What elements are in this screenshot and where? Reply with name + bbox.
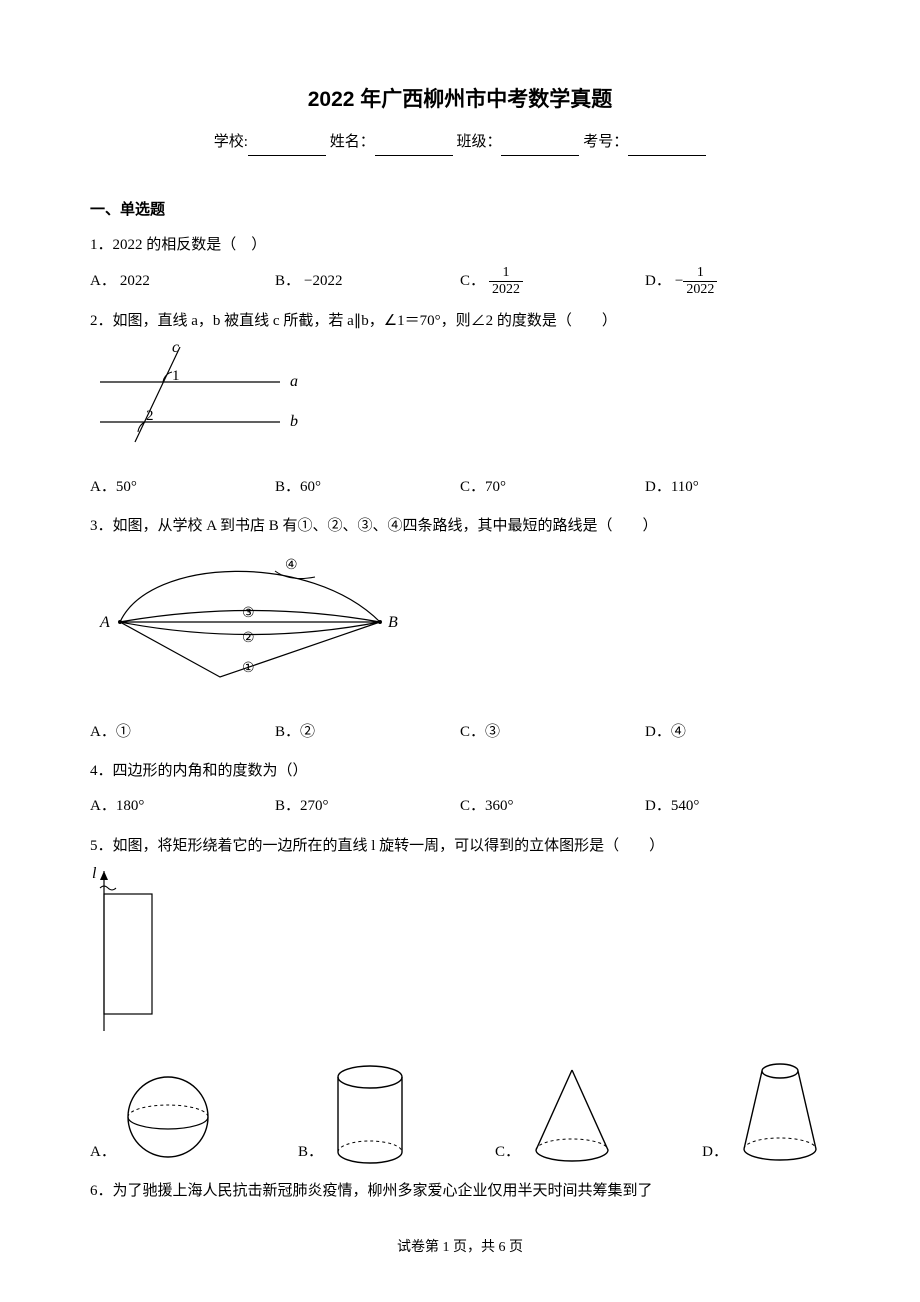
school-blank [248,140,326,156]
q1-optA-label: A． [90,267,116,296]
q1-optA-val: 2022 [120,267,150,296]
q4-stem: 4．四边形的内角和的度数为（） [90,757,830,786]
q6-stem: 6．为了驰援上海人民抗击新冠肺炎疫情，柳州多家爱心企业仅用半天时间共筹集到了 [90,1177,830,1206]
q1-stem-text: 1．2022 的相反数是 [90,237,221,253]
q3-path2: ② [242,631,255,646]
q1-optC: C． 12022 [460,265,645,297]
q2-optB: B．60° [275,472,460,502]
q3-options: A．① B．② C．③ D．④ [90,717,830,747]
q2-optC: C．70° [460,472,645,502]
q5-optB: B． [298,1062,415,1167]
q1-optD-neg: −12022 [675,265,717,297]
q2-figure: a b c 1 2 [90,342,830,463]
q1-stem: 1．2022 的相反数是（ ） [90,231,830,260]
q1-options: A．2022 B．−2022 C． 12022 D． −12022 [90,265,830,297]
q2-stem: 2．如图，直线 a，b 被直线 c 所截，若 a∥b，∠1＝70°，则∠2 的度… [90,307,830,336]
class-label: 班级： [456,134,501,150]
q1-optC-num: 1 [489,265,523,281]
q2-optD: D．110° [645,472,830,502]
examno-label: 考号： [583,134,628,150]
q1-optC-den: 2022 [489,282,523,297]
question-4: 4．四边形的内角和的度数为（） A．180° B．270° C．360° D．5… [90,757,830,822]
q4-optD: D．540° [645,792,830,822]
q3-label-A: A [99,614,110,631]
q4-options: A．180° B．270° C．360° D．540° [90,792,830,822]
question-5: 5．如图，将矩形绕着它的一边所在的直线 l 旋转一周，可以得到的立体图形是（ ）… [90,832,830,1167]
q5-optD-label: D． [702,1138,728,1167]
q5-optC: C． [495,1062,622,1167]
q1-optB-label: B． [275,267,300,296]
q3-figure: A B ③ ② ④ ① [90,547,830,708]
q3-optA: A．① [90,717,275,747]
q2-label-b: b [290,413,298,430]
cone-icon [522,1062,622,1167]
q1-optC-frac: 12022 [489,265,523,297]
section-heading: 一、单选题 [90,196,830,225]
student-info-line: 学校: 姓名： 班级： 考号： [90,128,830,157]
q5-optD: D． [702,1057,830,1167]
q2-options: A．50° B．60° C．70° D．110° [90,472,830,502]
q5-label-l: l [92,866,97,882]
q1-optD-label: D． [645,267,671,296]
q1-optB-val: −2022 [304,267,342,296]
page-footer: 试卷第 1 页，共 6 页 [90,1235,830,1262]
question-3: 3．如图，从学校 A 到书店 B 有①、②、③、④四条路线，其中最短的路线是（ … [90,512,830,747]
q5-stem: 5．如图，将矩形绕着它的一边所在的直线 l 旋转一周，可以得到的立体图形是（ ） [90,832,830,861]
q1-optB: B．−2022 [275,265,460,297]
q2-angle2: 2 [146,408,154,424]
q5-optC-label: C． [495,1138,520,1167]
q5-optA: A． [90,1067,218,1167]
q5-optB-label: B． [298,1138,323,1167]
q2-optA: A．50° [90,472,275,502]
name-label: 姓名： [330,134,375,150]
question-2: 2．如图，直线 a，b 被直线 c 所截，若 a∥b，∠1＝70°，则∠2 的度… [90,307,830,502]
examno-blank [628,140,706,156]
name-blank [375,140,453,156]
cylinder-icon [325,1062,415,1167]
class-blank [501,140,579,156]
q3-optB: B．② [275,717,460,747]
page-title: 2022 年广西柳州市中考数学真题 [90,80,830,120]
q2-diagram: a b c 1 2 [90,342,300,452]
q1-optA: A．2022 [90,265,275,297]
q5-diagram: l [90,866,180,1036]
q2-label-a: a [290,373,298,390]
q3-path3: ③ [242,606,255,621]
q2-angle1: 1 [172,368,180,384]
q1-optC-label: C． [460,267,485,296]
q4-optC: C．360° [460,792,645,822]
q1-optD-frac: 12022 [683,265,717,297]
q3-path1: ① [242,661,255,676]
q5-figure: l [90,866,830,1047]
q3-label-B: B [388,614,398,631]
truncated-cone-icon [730,1057,830,1167]
q3-path4: ④ [285,558,298,573]
q3-diagram: A B ③ ② ④ ① [90,547,410,697]
q1-optD: D． −12022 [645,265,830,297]
q1-paren: （ ） [221,237,266,253]
q3-stem: 3．如图，从学校 A 到书店 B 有①、②、③、④四条路线，其中最短的路线是（ … [90,512,830,541]
q5-options: A． B． C． [90,1057,830,1167]
q5-optA-label: A． [90,1138,116,1167]
question-6: 6．为了驰援上海人民抗击新冠肺炎疫情，柳州多家爱心企业仅用半天时间共筹集到了 [90,1177,830,1206]
q2-label-c: c [172,342,179,356]
school-label: 学校: [214,134,248,150]
q4-optA: A．180° [90,792,275,822]
sphere-icon [118,1067,218,1167]
q1-optD-num: 1 [683,265,717,281]
q3-optD: D．④ [645,717,830,747]
question-1: 1．2022 的相反数是（ ） A．2022 B．−2022 C． 12022 … [90,231,830,297]
q1-optD-den: 2022 [683,282,717,297]
q3-optC: C．③ [460,717,645,747]
q4-optB: B．270° [275,792,460,822]
